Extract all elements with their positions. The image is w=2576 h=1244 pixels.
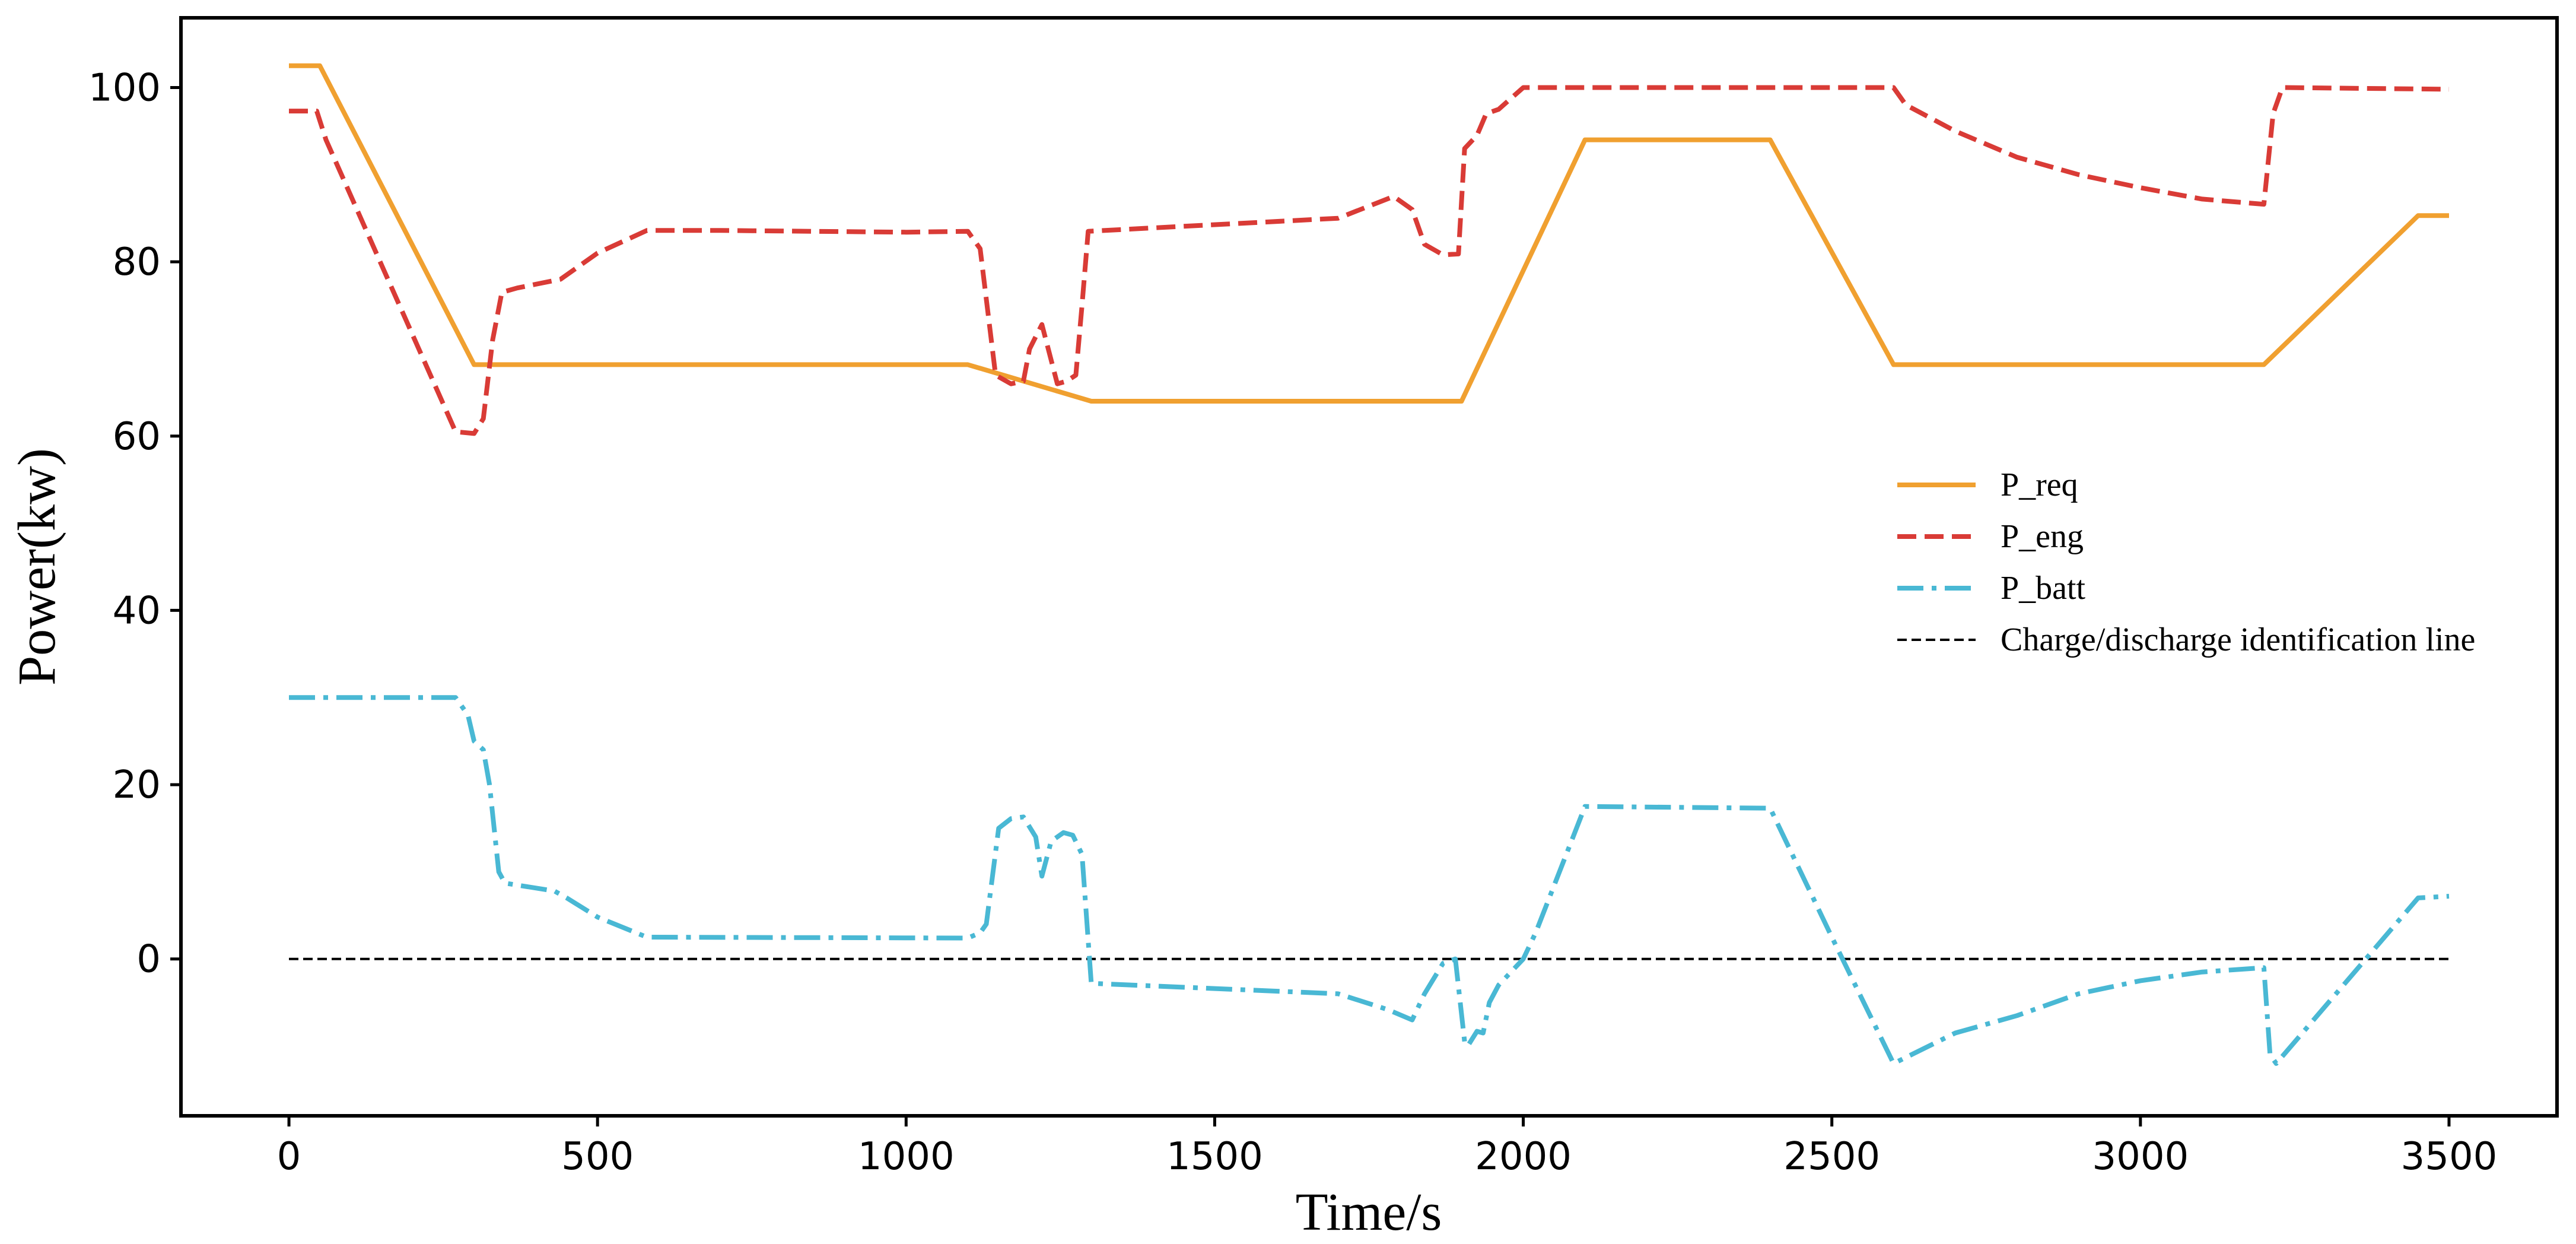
y-tick-label: 100 <box>88 66 161 110</box>
axis-ticks: 0 500 1000 1500 2000 2500 3000 3500 0 20 40 60 80 100 <box>88 66 2498 1179</box>
series-lines <box>289 63 2450 1066</box>
x-tick-label: 0 <box>277 1135 301 1179</box>
legend-label-charge-discharge-identification-line: Charge/discharge identification line <box>2001 621 2475 658</box>
plot-frame <box>179 16 2559 1118</box>
series-line-p-batt <box>289 695 2450 1066</box>
series-line-p-eng <box>289 85 2450 436</box>
x-tick-label: 1000 <box>858 1135 955 1179</box>
legend-label-p-batt: P_batt <box>2001 570 2086 607</box>
x-tick-label: 2500 <box>1783 1135 1880 1179</box>
legend-label-p-eng: P_eng <box>2001 518 2084 555</box>
legend-label-p-req: P_req <box>2001 466 2078 503</box>
y-axis-title: Power(kw) <box>8 448 66 686</box>
y-tick-label: 40 <box>113 589 161 633</box>
y-tick-label: 80 <box>113 240 161 284</box>
series-line-p-req <box>289 63 2449 404</box>
y-tick-label: 20 <box>113 763 161 807</box>
y-tick-label: 0 <box>136 938 161 982</box>
x-tick-label: 3000 <box>2092 1135 2189 1179</box>
x-tick-label: 1500 <box>1166 1135 1263 1179</box>
y-tick-label: 60 <box>113 415 161 459</box>
x-axis-title: Time/s <box>1296 1183 1442 1242</box>
x-tick-label: 3500 <box>2401 1135 2498 1179</box>
legend: P_req P_eng P_batt Charge/discharge identif… <box>1897 466 2475 658</box>
x-tick-label: 2000 <box>1475 1135 1572 1179</box>
x-tick-label: 500 <box>561 1135 634 1179</box>
